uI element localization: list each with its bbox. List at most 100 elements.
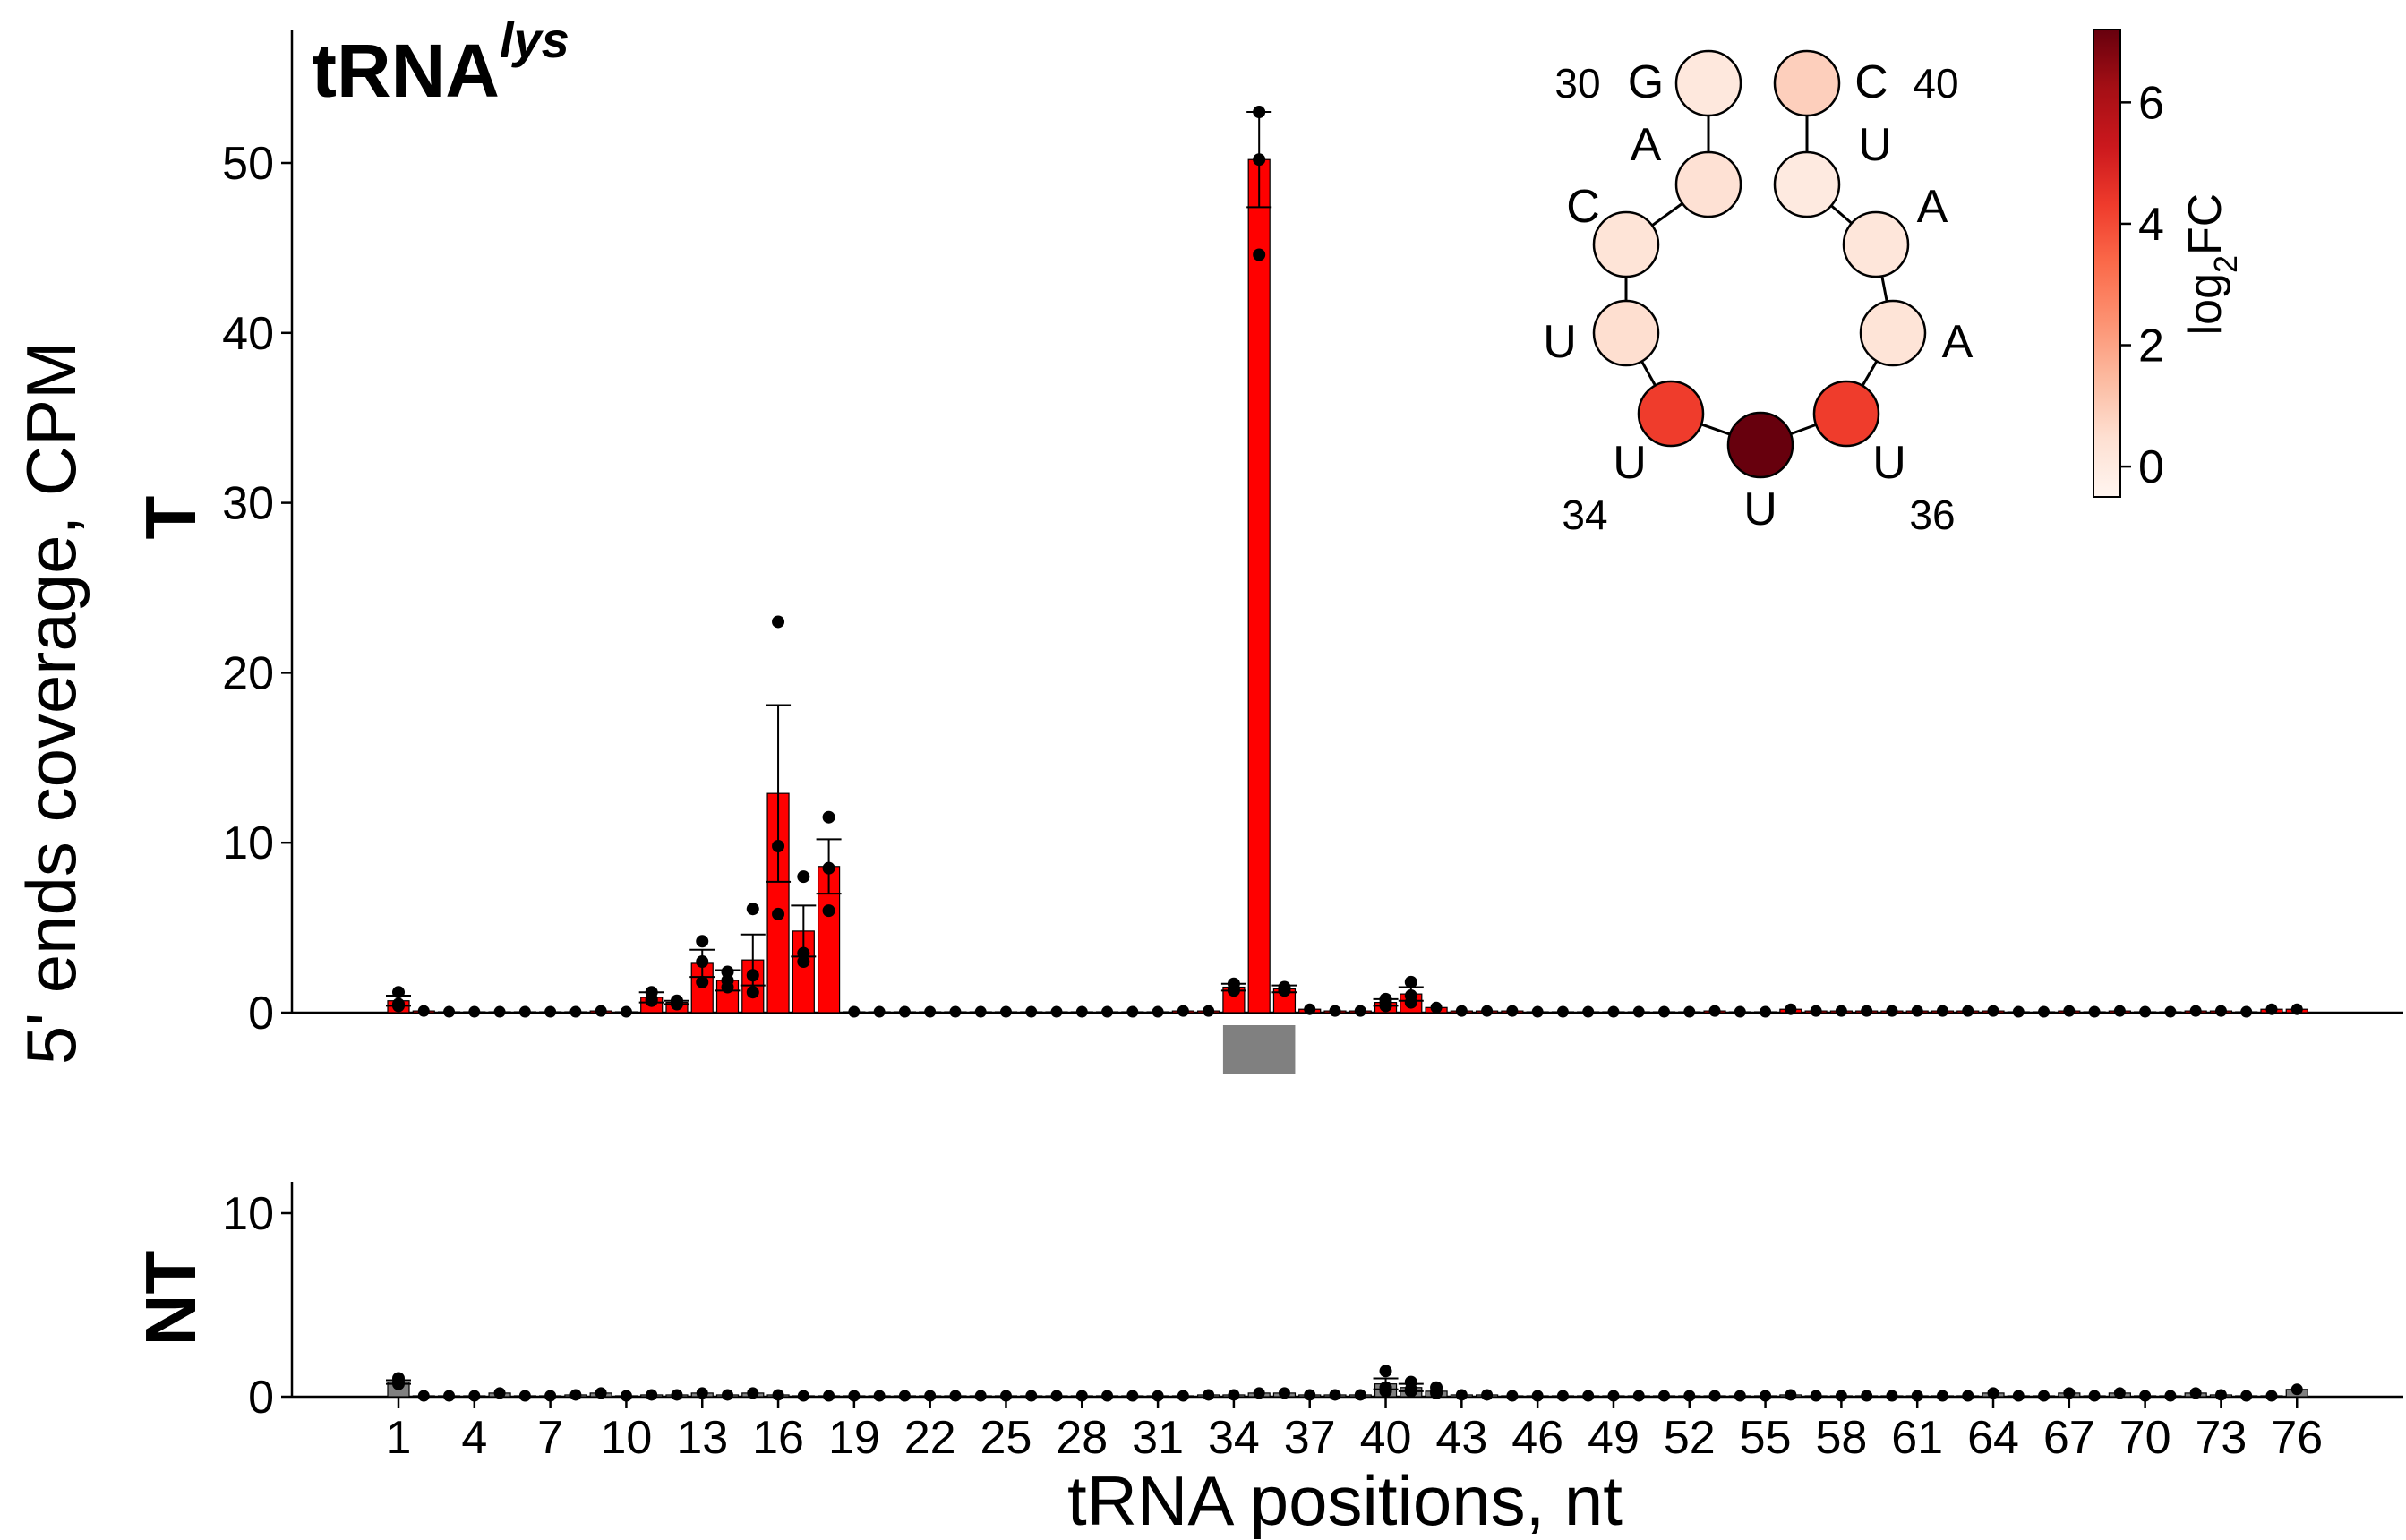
- replicate-point: [924, 1390, 937, 1402]
- replicate-point: [1531, 1390, 1544, 1402]
- loop-nucleotide-node: [1592, 299, 1660, 367]
- replicate-point: [2189, 1387, 2202, 1399]
- replicate-point: [518, 1005, 531, 1018]
- x-tick-label: 37: [1284, 1412, 1336, 1464]
- replicate-point: [1025, 1005, 1038, 1018]
- loop-nucleotide-letter: G: [1628, 56, 1664, 108]
- replicate-point: [1203, 1005, 1215, 1017]
- y-tick-label: 0: [248, 1372, 274, 1424]
- x-tick-label: 22: [904, 1412, 956, 1464]
- replicate-point: [2063, 1005, 2076, 1017]
- title-main: tRNA: [312, 29, 500, 113]
- loop-nucleotide-letter: C: [1566, 181, 1600, 233]
- replicate-point: [1126, 1005, 1139, 1018]
- replicate-point: [1861, 1005, 1873, 1017]
- colorbar-ticks: 0 2 4 6: [2120, 77, 2164, 493]
- replicate-point: [696, 975, 709, 988]
- replicate-point: [1785, 1003, 1797, 1015]
- x-tick-label: 25: [980, 1412, 1032, 1464]
- replicate-point: [1683, 1390, 1696, 1402]
- replicate-point: [646, 1389, 658, 1401]
- replicate-point: [1785, 1389, 1797, 1401]
- loop-nucleotide-letter: C: [1854, 56, 1888, 108]
- replicate-point: [493, 1005, 506, 1018]
- replicate-point: [1253, 1387, 1265, 1399]
- loop-nucleotide-letter: U: [1872, 437, 1906, 489]
- top-y-axis: 0 10 20 30 40 50: [222, 30, 294, 1040]
- replicate-point: [1506, 1390, 1519, 1402]
- loop-nucleotide-letter: A: [1631, 119, 1662, 171]
- replicate-point: [1329, 1389, 1341, 1401]
- replicate-point: [797, 870, 810, 884]
- replicate-point: [2189, 1005, 2202, 1017]
- colorbar-label: log2FC: [2179, 193, 2244, 336]
- bottom-panel-label: NT: [131, 1251, 210, 1347]
- replicate-point: [569, 1389, 582, 1401]
- loop-nucleotide-letter: U: [1543, 316, 1577, 368]
- replicate-point: [1734, 1005, 1746, 1018]
- replicate-point: [595, 1387, 607, 1399]
- x-tick-label: 52: [1664, 1412, 1716, 1464]
- y-tick-label: 10: [222, 1188, 274, 1240]
- replicate-point: [645, 994, 658, 1007]
- replicate-point: [873, 1390, 886, 1402]
- replicate-point: [772, 1389, 784, 1401]
- replicate-point: [2088, 1390, 2101, 1402]
- replicate-point: [1481, 1005, 1494, 1017]
- replicate-point: [493, 1387, 506, 1399]
- replicate-point: [1962, 1390, 1974, 1402]
- replicate-point: [1760, 1005, 1772, 1018]
- top-panel-label: T: [131, 495, 210, 539]
- replicate-point: [797, 1390, 809, 1402]
- bottom-y-axis: 0 10: [222, 1182, 294, 1424]
- x-tick-label: 34: [1208, 1412, 1260, 1464]
- replicate-point: [1582, 1005, 1595, 1018]
- loop-nucleotide-node: [1859, 299, 1927, 367]
- replicate-point: [2139, 1390, 2152, 1402]
- replicate-point: [1810, 1390, 1822, 1402]
- replicate-point: [2240, 1390, 2253, 1402]
- replicate-point: [417, 1390, 430, 1402]
- replicate-point: [417, 1005, 430, 1017]
- title-superscript: lys: [500, 12, 569, 68]
- figure-title: tRNAlys: [312, 12, 569, 113]
- replicate-point: [2214, 1389, 2227, 1401]
- replicate-point: [1404, 975, 1417, 988]
- colorbar-tick-label: 0: [2138, 441, 2164, 493]
- x-tick-label: 19: [828, 1412, 880, 1464]
- replicate-point: [974, 1005, 987, 1018]
- replicate-point: [1278, 1387, 1290, 1399]
- replicate-point: [1607, 1005, 1620, 1018]
- replicate-point: [1354, 1389, 1366, 1401]
- replicate-point: [1607, 1390, 1620, 1402]
- replicate-point: [1050, 1005, 1063, 1018]
- replicate-point: [1886, 1005, 1898, 1017]
- loop-nucleotide-node: [1773, 150, 1841, 218]
- replicate-point: [721, 980, 734, 994]
- replicate-point: [1101, 1390, 1114, 1402]
- replicate-point: [974, 1390, 987, 1402]
- replicate-point: [797, 955, 810, 969]
- x-tick-label: 58: [1815, 1412, 1867, 1464]
- replicate-point: [772, 839, 785, 852]
- replicate-point: [1075, 1390, 1088, 1402]
- loop-nucleotide-letter: U: [1743, 483, 1777, 535]
- loop-position-label: 34: [1562, 492, 1607, 538]
- replicate-point: [1126, 1390, 1139, 1402]
- x-tick-label: 61: [1891, 1412, 1943, 1464]
- replicate-point: [1329, 1005, 1341, 1017]
- loop-nucleotide-letter: U: [1613, 437, 1647, 489]
- replicate-point: [1455, 1389, 1468, 1401]
- replicate-point: [696, 1387, 708, 1399]
- replicate-point: [569, 1005, 582, 1018]
- anticodon-marker-box: [1222, 1025, 1296, 1074]
- replicate-point: [2164, 1005, 2177, 1018]
- x-tick-label: 55: [1740, 1412, 1792, 1464]
- x-tick-label: 67: [2043, 1412, 2095, 1464]
- replicate-point: [2012, 1005, 2025, 1018]
- replicate-point: [999, 1390, 1012, 1402]
- replicate-point: [1734, 1390, 1746, 1402]
- replicate-point: [1861, 1390, 1873, 1402]
